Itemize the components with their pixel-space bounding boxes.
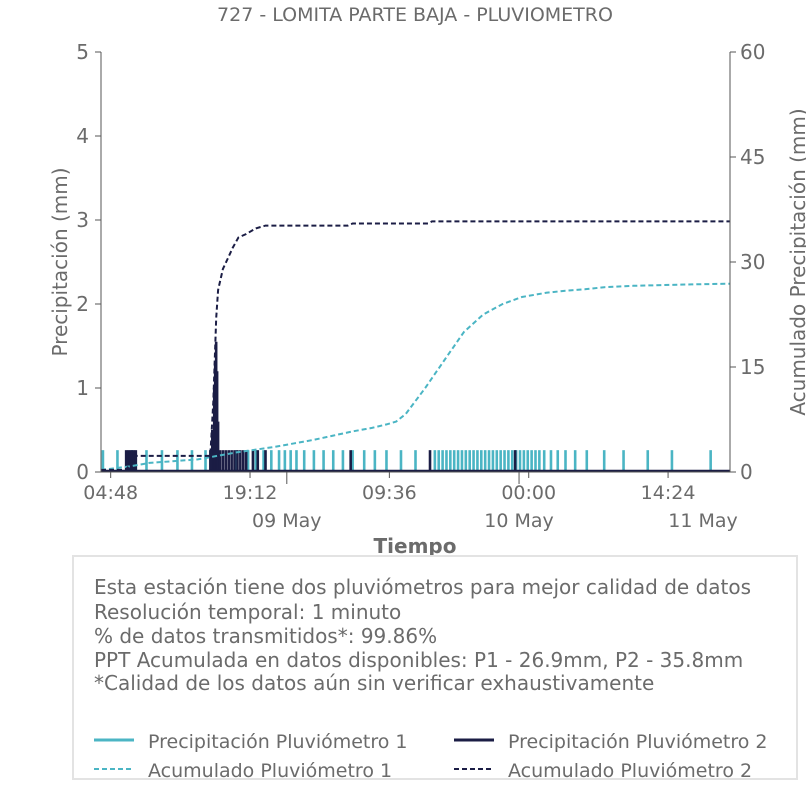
y-left-tick-label-0: 0 [76,460,89,484]
y-right-tick-label-2: 30 [740,250,765,274]
legend-label-p2: Precipitación Pluviómetro 2 [508,731,768,753]
y-right-tick-label-1: 15 [740,355,765,379]
x-date-tick-label-0: 09 May [252,510,322,532]
x-time-tick-label-4: 14:24 [641,482,696,504]
legend-label-a1: Acumulado Pluviómetro 1 [148,760,393,782]
legend-swatch-p1 [94,738,134,742]
x-time-tick-label-3: 00:00 [501,482,556,504]
y-right-tick-label-4: 60 [740,40,765,64]
legend-label-p1: Precipitación Pluviómetro 1 [148,731,408,753]
x-axis-label: Tiempo [374,534,457,558]
y-left-tick-label-5: 5 [76,40,89,64]
info-box: Esta estación tiene dos pluviómetros par… [72,555,798,782]
chart-title: 727 - LOMITA PARTE BAJA - PLUVIOMETRO [217,4,613,26]
y-left-tick-label-4: 4 [76,124,89,148]
y-axis-label-right: Acumulado Precipitación (mm) [786,108,806,415]
x-date-tick-label-1: 10 May [484,510,554,532]
precipitation-chart: 727 - LOMITA PARTE BAJA - PLUVIOMETRO 0 1… [48,4,806,558]
legend-swatch-a2 [454,768,494,770]
x-time-tick-label-2: 09:36 [362,482,417,504]
cumulative-line-s3 [100,282,731,471]
y-left-tick-label-2: 2 [76,292,89,316]
info-line-accumulated: PPT Acumulada en datos disponibles: P1 -… [94,648,744,672]
info-line-quality: *Calidad de los datos aún sin verificar … [94,671,655,695]
y-left-tick-label-1: 1 [76,376,89,400]
info-line-resolution: Resolución temporal: 1 minuto [94,600,402,624]
legend-swatch-p2 [454,738,494,742]
info-line-transmitted: % de datos transmitidos*: 99.86% [94,624,438,648]
x-time-tick-label-0: 04:48 [83,482,138,504]
info-line-stations: Esta estación tiene dos pluviómetros par… [94,575,752,599]
y-left-tick-label-3: 3 [76,208,89,232]
x-time-tick-label-1: 19:12 [223,482,278,504]
x-date-tick-label-2: 11 May [668,510,738,532]
legend-swatch-a1 [94,768,134,770]
legend-label-a2: Acumulado Pluviómetro 2 [508,760,753,782]
y-right-tick-label-0: 0 [740,460,753,484]
y-right-tick-label-3: 45 [740,145,765,169]
y-axis-label-left: Precipitación (mm) [48,167,72,356]
cumulative-line-s4 [101,220,730,471]
